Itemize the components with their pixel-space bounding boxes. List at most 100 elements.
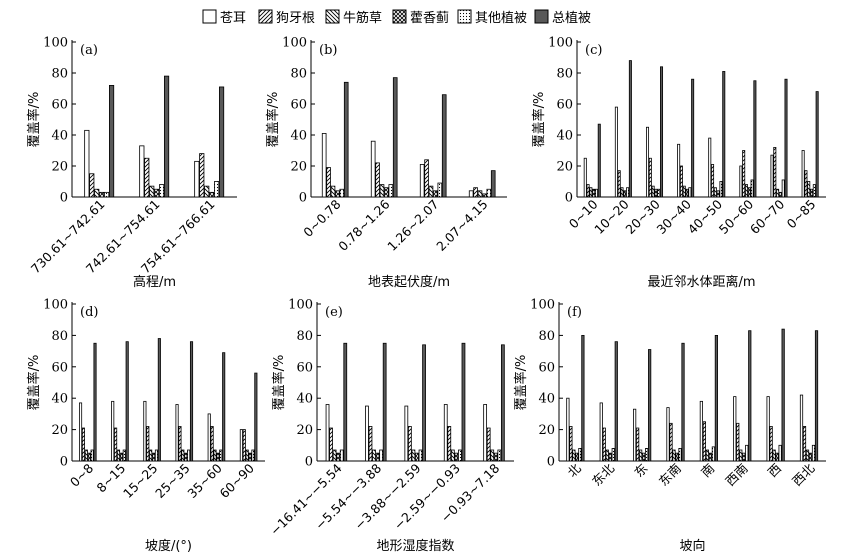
bar-2-5	[422, 344, 426, 462]
bar-4-3	[493, 452, 498, 462]
bar-1-2	[149, 185, 155, 198]
y-tick-label: 0	[547, 455, 555, 470]
bar-2-4	[418, 449, 423, 462]
bar-1-5	[382, 342, 387, 462]
bar-0-0	[325, 404, 330, 462]
bar-2-3	[642, 452, 646, 462]
bar-3-3	[675, 452, 679, 462]
bar-1-0	[111, 400, 115, 462]
y-tick-label: 80	[290, 67, 307, 82]
bar-0-5	[597, 123, 601, 198]
bar-2-4	[214, 181, 220, 198]
bar-7-5	[815, 91, 819, 198]
bar-0-5	[581, 334, 585, 462]
bar-0-2	[94, 188, 100, 198]
bar-4-2	[713, 187, 717, 198]
bar-1-1	[114, 427, 118, 462]
bar-0-4	[594, 188, 598, 198]
bar-7-2	[805, 449, 810, 462]
bar-0-1	[89, 173, 95, 198]
bar-2-1	[146, 426, 150, 462]
bar-1-0	[614, 106, 618, 198]
bar-4-5	[500, 344, 505, 462]
y-tick-label: 60	[51, 98, 68, 113]
bar-2-2	[639, 449, 643, 462]
bar-2-5	[218, 86, 225, 198]
bar-1-4	[388, 184, 394, 198]
y-tick-label: 60	[51, 360, 68, 375]
legend-label-0: 苍耳	[220, 11, 246, 26]
x-tick-label: 60~90	[217, 460, 258, 501]
bar-5-4	[750, 179, 754, 198]
bar-0-1	[329, 427, 333, 462]
bar-5-1	[736, 422, 740, 462]
bar-3-2	[181, 449, 185, 462]
bar-1-0	[599, 402, 603, 462]
bar-0-4	[578, 448, 582, 462]
bar-1-1	[375, 162, 380, 198]
bar-5-5	[753, 80, 757, 198]
bar-0-3	[592, 188, 596, 198]
bar-6-2	[772, 449, 776, 462]
bar-2-5	[660, 66, 664, 198]
bar-4-4	[711, 446, 715, 462]
y-tick-label: 80	[556, 67, 573, 82]
bar-3-2	[672, 449, 676, 462]
y-tick-label: 0	[299, 191, 307, 206]
x-tick-label: 0.78~1.26	[335, 196, 392, 253]
bar-6-4	[781, 179, 785, 198]
y-tick-label: 60	[538, 360, 555, 375]
bar-0-0	[321, 133, 327, 198]
y-tick-label: 60	[290, 98, 307, 113]
bar-1-3	[608, 452, 612, 462]
bar-4-2	[490, 449, 495, 462]
x-tick-label: 25~35	[152, 461, 193, 502]
bar-3-0	[468, 190, 474, 198]
bar-3-1	[178, 426, 182, 462]
bar-3-5	[681, 342, 685, 462]
bar-3-3	[454, 452, 459, 462]
bar-1-3	[375, 452, 380, 462]
bar-5-1	[242, 429, 246, 462]
bar-1-2	[372, 449, 376, 462]
bar-1-2	[116, 449, 121, 462]
panel-tag: (e)	[325, 305, 343, 320]
y-axis-label: 覆盖率/%	[531, 92, 547, 148]
bar-5-1	[742, 150, 746, 198]
bar-2-0	[419, 164, 425, 198]
bar-6-0	[766, 396, 770, 462]
y-tick-label: 80	[51, 329, 68, 344]
bar-7-2	[807, 181, 811, 198]
bar-3-0	[666, 407, 670, 462]
bar-6-2	[776, 188, 780, 198]
bar-2-4	[154, 449, 159, 462]
x-tick-label: 东	[631, 461, 650, 480]
bar-2-1	[648, 157, 652, 198]
bar-3-4	[486, 188, 492, 198]
bar-0-4	[339, 449, 344, 462]
y-tick-label: 100	[288, 298, 313, 313]
bar-7-4	[812, 184, 816, 198]
x-axis-label: 坡向	[679, 538, 705, 554]
bar-5-4	[745, 444, 749, 462]
bar-1-4	[626, 187, 630, 198]
bar-4-4	[497, 449, 502, 462]
bar-5-5	[748, 330, 752, 462]
bar-3-4	[187, 449, 191, 462]
bar-5-5	[254, 372, 258, 462]
panel-tag: (a)	[80, 43, 98, 58]
bar-1-0	[139, 145, 145, 198]
x-tick-label: 2.07~4.15	[433, 197, 490, 254]
y-tick-label: 40	[538, 392, 555, 407]
y-tick-label: 0	[305, 455, 313, 470]
bar-0-2	[332, 449, 337, 462]
bar-0-2	[572, 449, 576, 462]
bar-1-5	[614, 341, 618, 462]
y-axis-label: 覆盖率/%	[26, 92, 42, 148]
bar-5-0	[733, 396, 737, 462]
bar-2-5	[648, 349, 652, 462]
